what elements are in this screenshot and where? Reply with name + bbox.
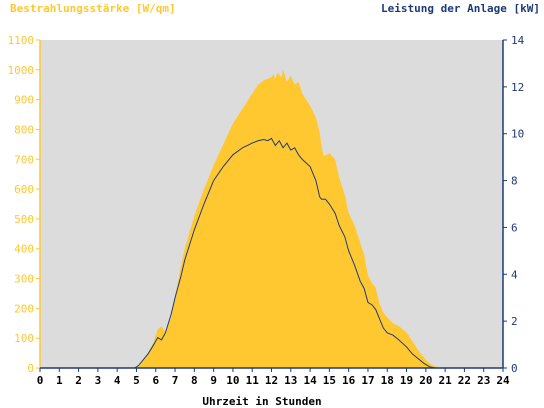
x-tick-label: 8 xyxy=(191,374,198,387)
irradiance-series xyxy=(40,69,503,368)
x-tick-label: 17 xyxy=(361,374,374,387)
right-tick-label: 4 xyxy=(511,268,518,281)
x-tick-label: 14 xyxy=(303,374,317,387)
x-tick-label: 1 xyxy=(56,374,63,387)
left-tick-label: 1100 xyxy=(8,34,35,47)
x-tick-label: 16 xyxy=(342,374,356,387)
left-tick-label: 300 xyxy=(14,273,34,286)
x-tick-label: 12 xyxy=(265,374,278,387)
x-tick-label: 3 xyxy=(95,374,102,387)
left-tick-label: 700 xyxy=(14,153,34,166)
left-axis-title: Bestrahlungsstärke [W/qm] xyxy=(10,2,176,15)
power-series xyxy=(40,137,503,369)
x-axis-label: Uhrzeit in Stunden xyxy=(202,395,321,408)
x-tick-label: 4 xyxy=(114,374,121,387)
left-tick-label: 500 xyxy=(14,213,34,226)
right-tick-label: 12 xyxy=(511,81,524,94)
x-tick-label: 6 xyxy=(152,374,159,387)
x-tick-label: 2 xyxy=(75,374,82,387)
x-tick-label: 10 xyxy=(226,374,239,387)
x-tick-label: 11 xyxy=(246,374,260,387)
irradiance-area xyxy=(40,69,503,368)
left-tick-label: 800 xyxy=(14,123,34,136)
right-tick-label: 0 xyxy=(511,362,518,375)
left-tick-label: 200 xyxy=(14,302,34,315)
x-tick-label: 19 xyxy=(400,374,413,387)
x-tick-label: 22 xyxy=(458,374,471,387)
left-tick-label: 100 xyxy=(14,332,34,345)
left-axis-ticks: 0 100 200 300 400 500 600 700 800 900 1000 1100 xyxy=(8,34,40,375)
x-tick-label: 15 xyxy=(323,374,336,387)
x-tick-label: 21 xyxy=(439,374,453,387)
x-tick-label: 13 xyxy=(284,374,297,387)
right-axis-ticks: 0 2 4 6 8 10 12 14 xyxy=(503,34,525,375)
power-line xyxy=(40,137,503,369)
right-tick-label: 8 xyxy=(511,175,518,188)
left-tick-label: 600 xyxy=(14,183,34,196)
x-tick-label: 20 xyxy=(419,374,432,387)
x-tick-label: 24 xyxy=(496,374,510,387)
right-tick-label: 2 xyxy=(511,315,518,328)
left-tick-label: 400 xyxy=(14,243,34,256)
right-tick-label: 6 xyxy=(511,221,518,234)
x-tick-label: 18 xyxy=(381,374,394,387)
right-tick-label: 14 xyxy=(511,34,525,47)
right-axis-title: Leistung der Anlage [kW] xyxy=(381,2,540,15)
left-tick-label: 0 xyxy=(27,362,34,375)
x-tick-label: 0 xyxy=(37,374,44,387)
right-tick-label: 10 xyxy=(511,128,524,141)
x-tick-label: 7 xyxy=(172,374,179,387)
x-tick-label: 9 xyxy=(210,374,217,387)
left-tick-label: 1000 xyxy=(8,64,35,77)
x-axis-ticks: 0 1 2 3 4 5 6 7 8 9 10 11 12 13 14 15 16 17 18 19 20 21 22 23 24 xyxy=(37,368,510,387)
x-tick-label: 23 xyxy=(477,374,490,387)
left-tick-label: 900 xyxy=(14,94,34,107)
x-tick-label: 5 xyxy=(133,374,140,387)
